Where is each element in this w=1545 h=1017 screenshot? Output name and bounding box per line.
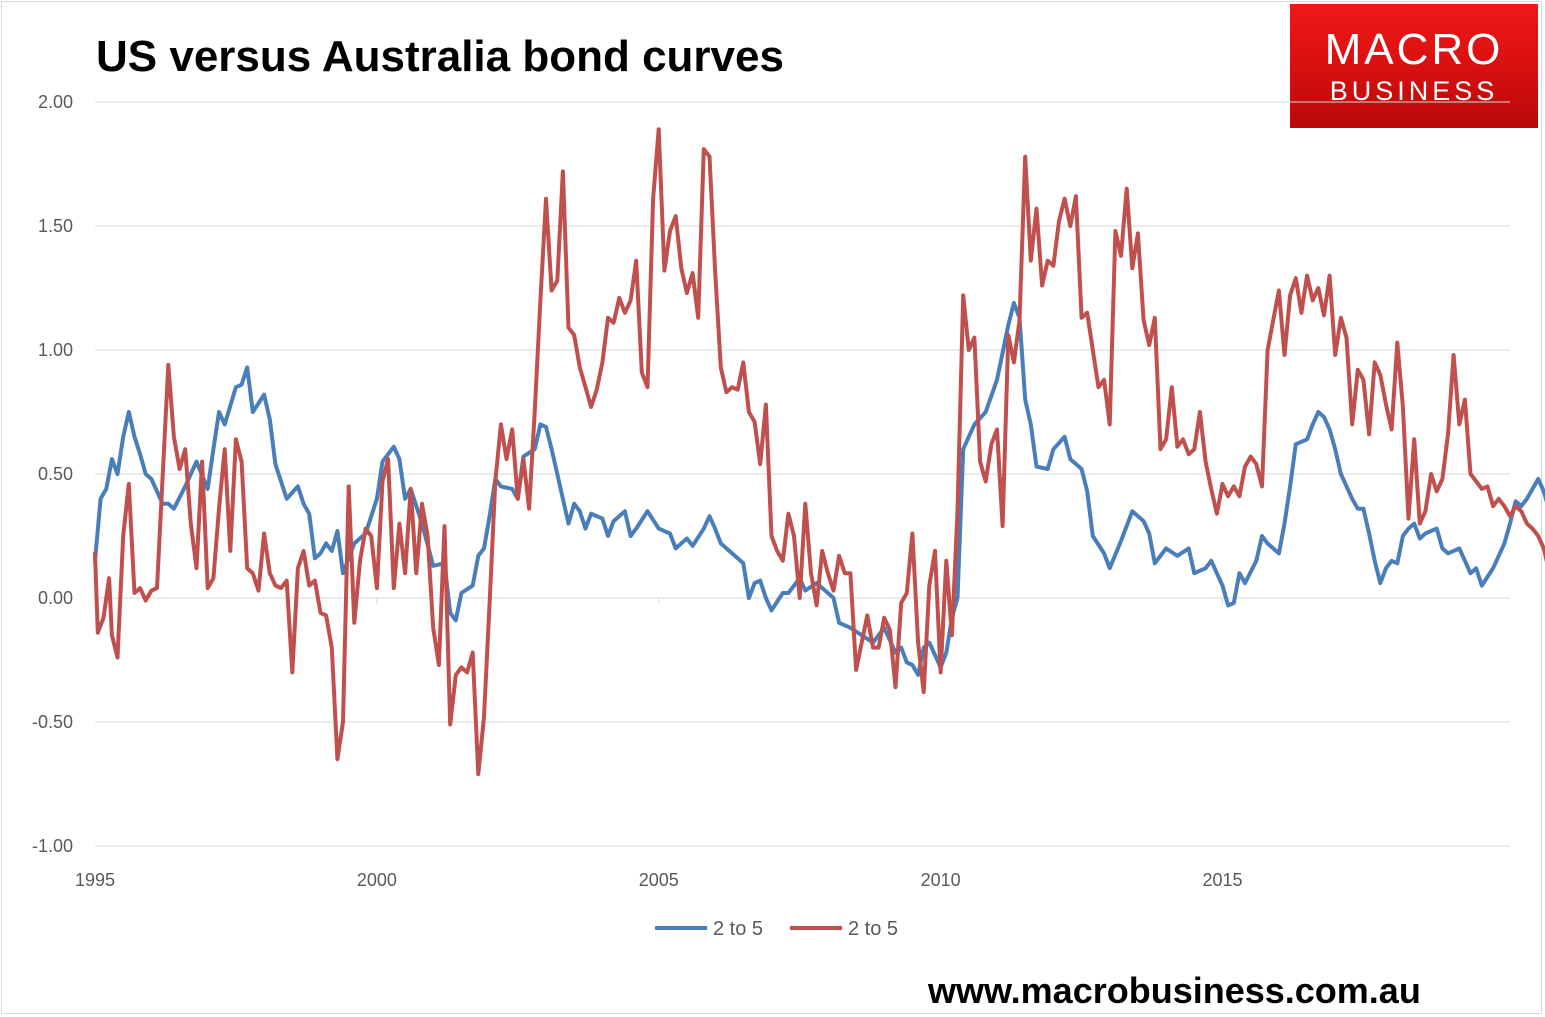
x-tick-label: 1995 (75, 870, 115, 890)
y-tick-label: 1.50 (38, 216, 73, 236)
x-axis-ticks: 1995 2000 2005 2010 2015 (75, 598, 1243, 890)
y-tick-label: -1.00 (32, 836, 73, 856)
y-tick-label: -0.50 (32, 712, 73, 732)
series-line-us (93, 300, 1545, 677)
gridlines (95, 101, 1510, 847)
legend-label: 2 to 5 (713, 918, 763, 940)
y-tick-label: 0.50 (38, 464, 73, 484)
legend-label: 2 to 5 (848, 918, 898, 940)
series-line-australia (93, 127, 1545, 777)
x-tick-label: 2015 (1202, 870, 1242, 890)
website-url: www.macrobusiness.com.au (928, 970, 1421, 1011)
y-tick-label: 1.00 (38, 340, 73, 360)
macro-business-logo: MACRO BUSINESS (1290, 4, 1538, 128)
series-lines (93, 127, 1545, 777)
x-tick-label: 2010 (921, 870, 961, 890)
y-tick-label: 0.00 (38, 588, 73, 608)
legend: 2 to 5 2 to 5 (655, 918, 898, 940)
x-tick-label: 2005 (639, 870, 679, 890)
logo-line-2: BUSINESS (1329, 76, 1499, 106)
chart-title: US versus Australia bond curves (96, 32, 784, 81)
x-tick-label: 2000 (357, 870, 397, 890)
y-tick-label: 2.00 (38, 92, 73, 112)
logo-line-1: MACRO (1324, 25, 1504, 74)
y-axis-ticks: -1.00 -0.50 0.00 0.50 1.00 1.50 2.00 (32, 92, 73, 856)
